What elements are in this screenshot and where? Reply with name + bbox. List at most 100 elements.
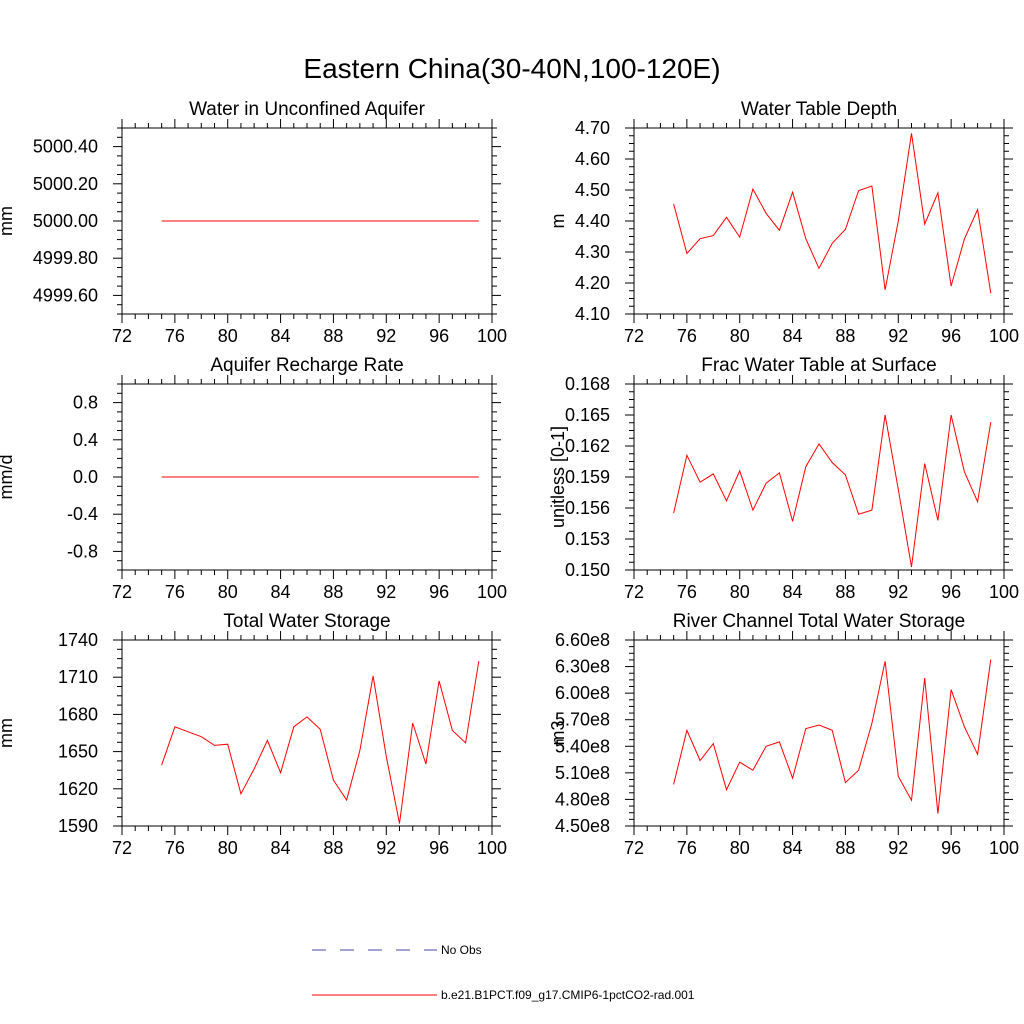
panel-aquifer-recharge-rate: Aquifer Recharge Rate 72 76 80 84 88 92 96 100 -0… — [0, 355, 507, 602]
x-tick-label: 88 — [323, 838, 343, 858]
y-tick-label: 5000.40 — [33, 137, 98, 157]
x-tick-label: 88 — [323, 326, 343, 346]
y-axis-label: m — [548, 214, 568, 229]
x-tick-label: 100 — [989, 582, 1019, 602]
x-tick-label: 80 — [218, 326, 238, 346]
y-tick-label: 1740 — [58, 630, 98, 650]
x-tick-label: 84 — [271, 838, 291, 858]
x-tick-label: 88 — [323, 582, 343, 602]
x-tick-label: 72 — [624, 838, 644, 858]
y-axis-label: mm/d — [0, 455, 16, 500]
x-tick-label: 76 — [677, 582, 697, 602]
x-tick-label: 100 — [989, 838, 1019, 858]
y-axis-label: m3 — [548, 720, 568, 745]
x-tick-label: 96 — [941, 582, 961, 602]
x-tick-label: 76 — [165, 838, 185, 858]
y-tick-label: 4999.80 — [33, 248, 98, 268]
x-tick-label: 76 — [677, 326, 697, 346]
y-tick-label: 0.165 — [565, 405, 610, 425]
y-axis-label: unitless [0-1] — [548, 426, 568, 528]
x-tick-label: 76 — [165, 326, 185, 346]
y-tick-label: 0.156 — [565, 498, 610, 518]
y-tick-label: 0.4 — [73, 430, 98, 450]
y-tick-label: 4.70 — [575, 118, 610, 138]
x-tick-label: 76 — [165, 582, 185, 602]
panel-title: Frac Water Table at Surface — [701, 355, 937, 376]
x-tick-label: 80 — [730, 838, 750, 858]
y-tick-label: 4999.60 — [33, 285, 98, 305]
y-tick-label: 0.8 — [73, 393, 98, 413]
y-tick-label: 5000.00 — [33, 211, 98, 231]
x-tick-label: 80 — [218, 838, 238, 858]
y-tick-label: 6.00e8 — [555, 683, 610, 703]
series-line — [673, 414, 992, 567]
panel-total-water-storage: Total Water Storage 72 76 80 84 88 92 96 100 1590… — [0, 611, 507, 858]
y-tick-label: 5.70e8 — [555, 710, 610, 730]
panel-frac-water-table-at-surface: Frac Water Table at Surface 72 76 80 84 88 92 9… — [548, 355, 1019, 602]
y-tick-label: 1620 — [58, 779, 98, 799]
x-tick-label: 88 — [835, 326, 855, 346]
x-tick-label: 72 — [112, 582, 132, 602]
y-tick-label: 1650 — [58, 742, 98, 762]
y-tick-label: 0.159 — [565, 467, 610, 487]
series-line — [673, 133, 992, 294]
x-tick-label: 92 — [888, 582, 908, 602]
y-tick-label: 4.10 — [575, 304, 610, 324]
y-axis-label: mm — [0, 718, 16, 748]
x-tick-label: 96 — [941, 326, 961, 346]
x-tick-label: 100 — [477, 838, 507, 858]
y-tick-label: 1680 — [58, 704, 98, 724]
y-axis-label: mm — [0, 206, 16, 236]
y-tick-label: 4.50e8 — [555, 816, 610, 836]
x-tick-label: 96 — [941, 838, 961, 858]
panel-title: Water Table Depth — [741, 99, 897, 120]
y-tick-label: 0.153 — [565, 529, 610, 549]
y-tick-label: 4.40 — [575, 211, 610, 231]
y-tick-label: 5.10e8 — [555, 763, 610, 783]
panel-title: River Channel Total Water Storage — [673, 611, 966, 632]
x-tick-label: 84 — [271, 582, 291, 602]
x-tick-label: 72 — [624, 582, 644, 602]
y-tick-label: 4.20 — [575, 273, 610, 293]
x-tick-label: 92 — [376, 582, 396, 602]
y-tick-label: 4.80e8 — [555, 789, 610, 809]
y-tick-label: 6.60e8 — [555, 630, 610, 650]
panel-title: Total Water Storage — [223, 611, 390, 632]
x-tick-label: 96 — [429, 838, 449, 858]
y-tick-label: 0.150 — [565, 560, 610, 580]
series-line — [673, 659, 992, 814]
y-tick-label: 4.30 — [575, 242, 610, 262]
y-tick-label: 0.168 — [565, 374, 610, 394]
legend-label-model-run: b.e21.B1PCT.f09_g17.CMIP6-1pctCO2-rad.00… — [441, 988, 695, 1002]
x-tick-label: 100 — [477, 582, 507, 602]
x-tick-label: 92 — [376, 326, 396, 346]
x-tick-label: 96 — [429, 326, 449, 346]
x-tick-label: 84 — [271, 326, 291, 346]
panel-water-table-depth: Water Table Depth 72 76 80 84 88 92 96 100 4.10 4.… — [548, 99, 1019, 346]
y-tick-label: 6.30e8 — [555, 657, 610, 677]
y-tick-label: 1710 — [58, 667, 98, 687]
x-tick-label: 100 — [989, 326, 1019, 346]
y-tick-label: -0.4 — [67, 504, 98, 524]
y-tick-label: -0.8 — [67, 541, 98, 561]
panel-water-in-unconfined-aquifer: Water in Unconfined Aquifer 72 76 80 84 88 92 9… — [0, 99, 507, 346]
x-tick-label: 92 — [376, 838, 396, 858]
x-tick-label: 84 — [783, 582, 803, 602]
panel-river-channel-total-water-storage: River Channel Total Water Storage 72 76 80 8… — [548, 611, 1019, 858]
x-tick-label: 80 — [730, 326, 750, 346]
x-tick-label: 84 — [783, 838, 803, 858]
x-tick-label: 84 — [783, 326, 803, 346]
panel-title: Water in Unconfined Aquifer — [189, 99, 426, 120]
legend: No Obs b.e21.B1PCT.f09_g17.CMIP6-1pctCO2… — [312, 943, 695, 1002]
legend-label-no-obs: No Obs — [441, 943, 482, 957]
x-tick-label: 96 — [429, 582, 449, 602]
x-tick-label: 72 — [112, 838, 132, 858]
chart-panels: Water in Unconfined Aquifer 72 76 80 84 88 92 9… — [0, 99, 1019, 858]
series-line — [161, 661, 480, 824]
x-tick-label: 80 — [218, 582, 238, 602]
y-tick-label: 1590 — [58, 816, 98, 836]
y-tick-label: 5.40e8 — [555, 736, 610, 756]
x-tick-label: 72 — [624, 326, 644, 346]
